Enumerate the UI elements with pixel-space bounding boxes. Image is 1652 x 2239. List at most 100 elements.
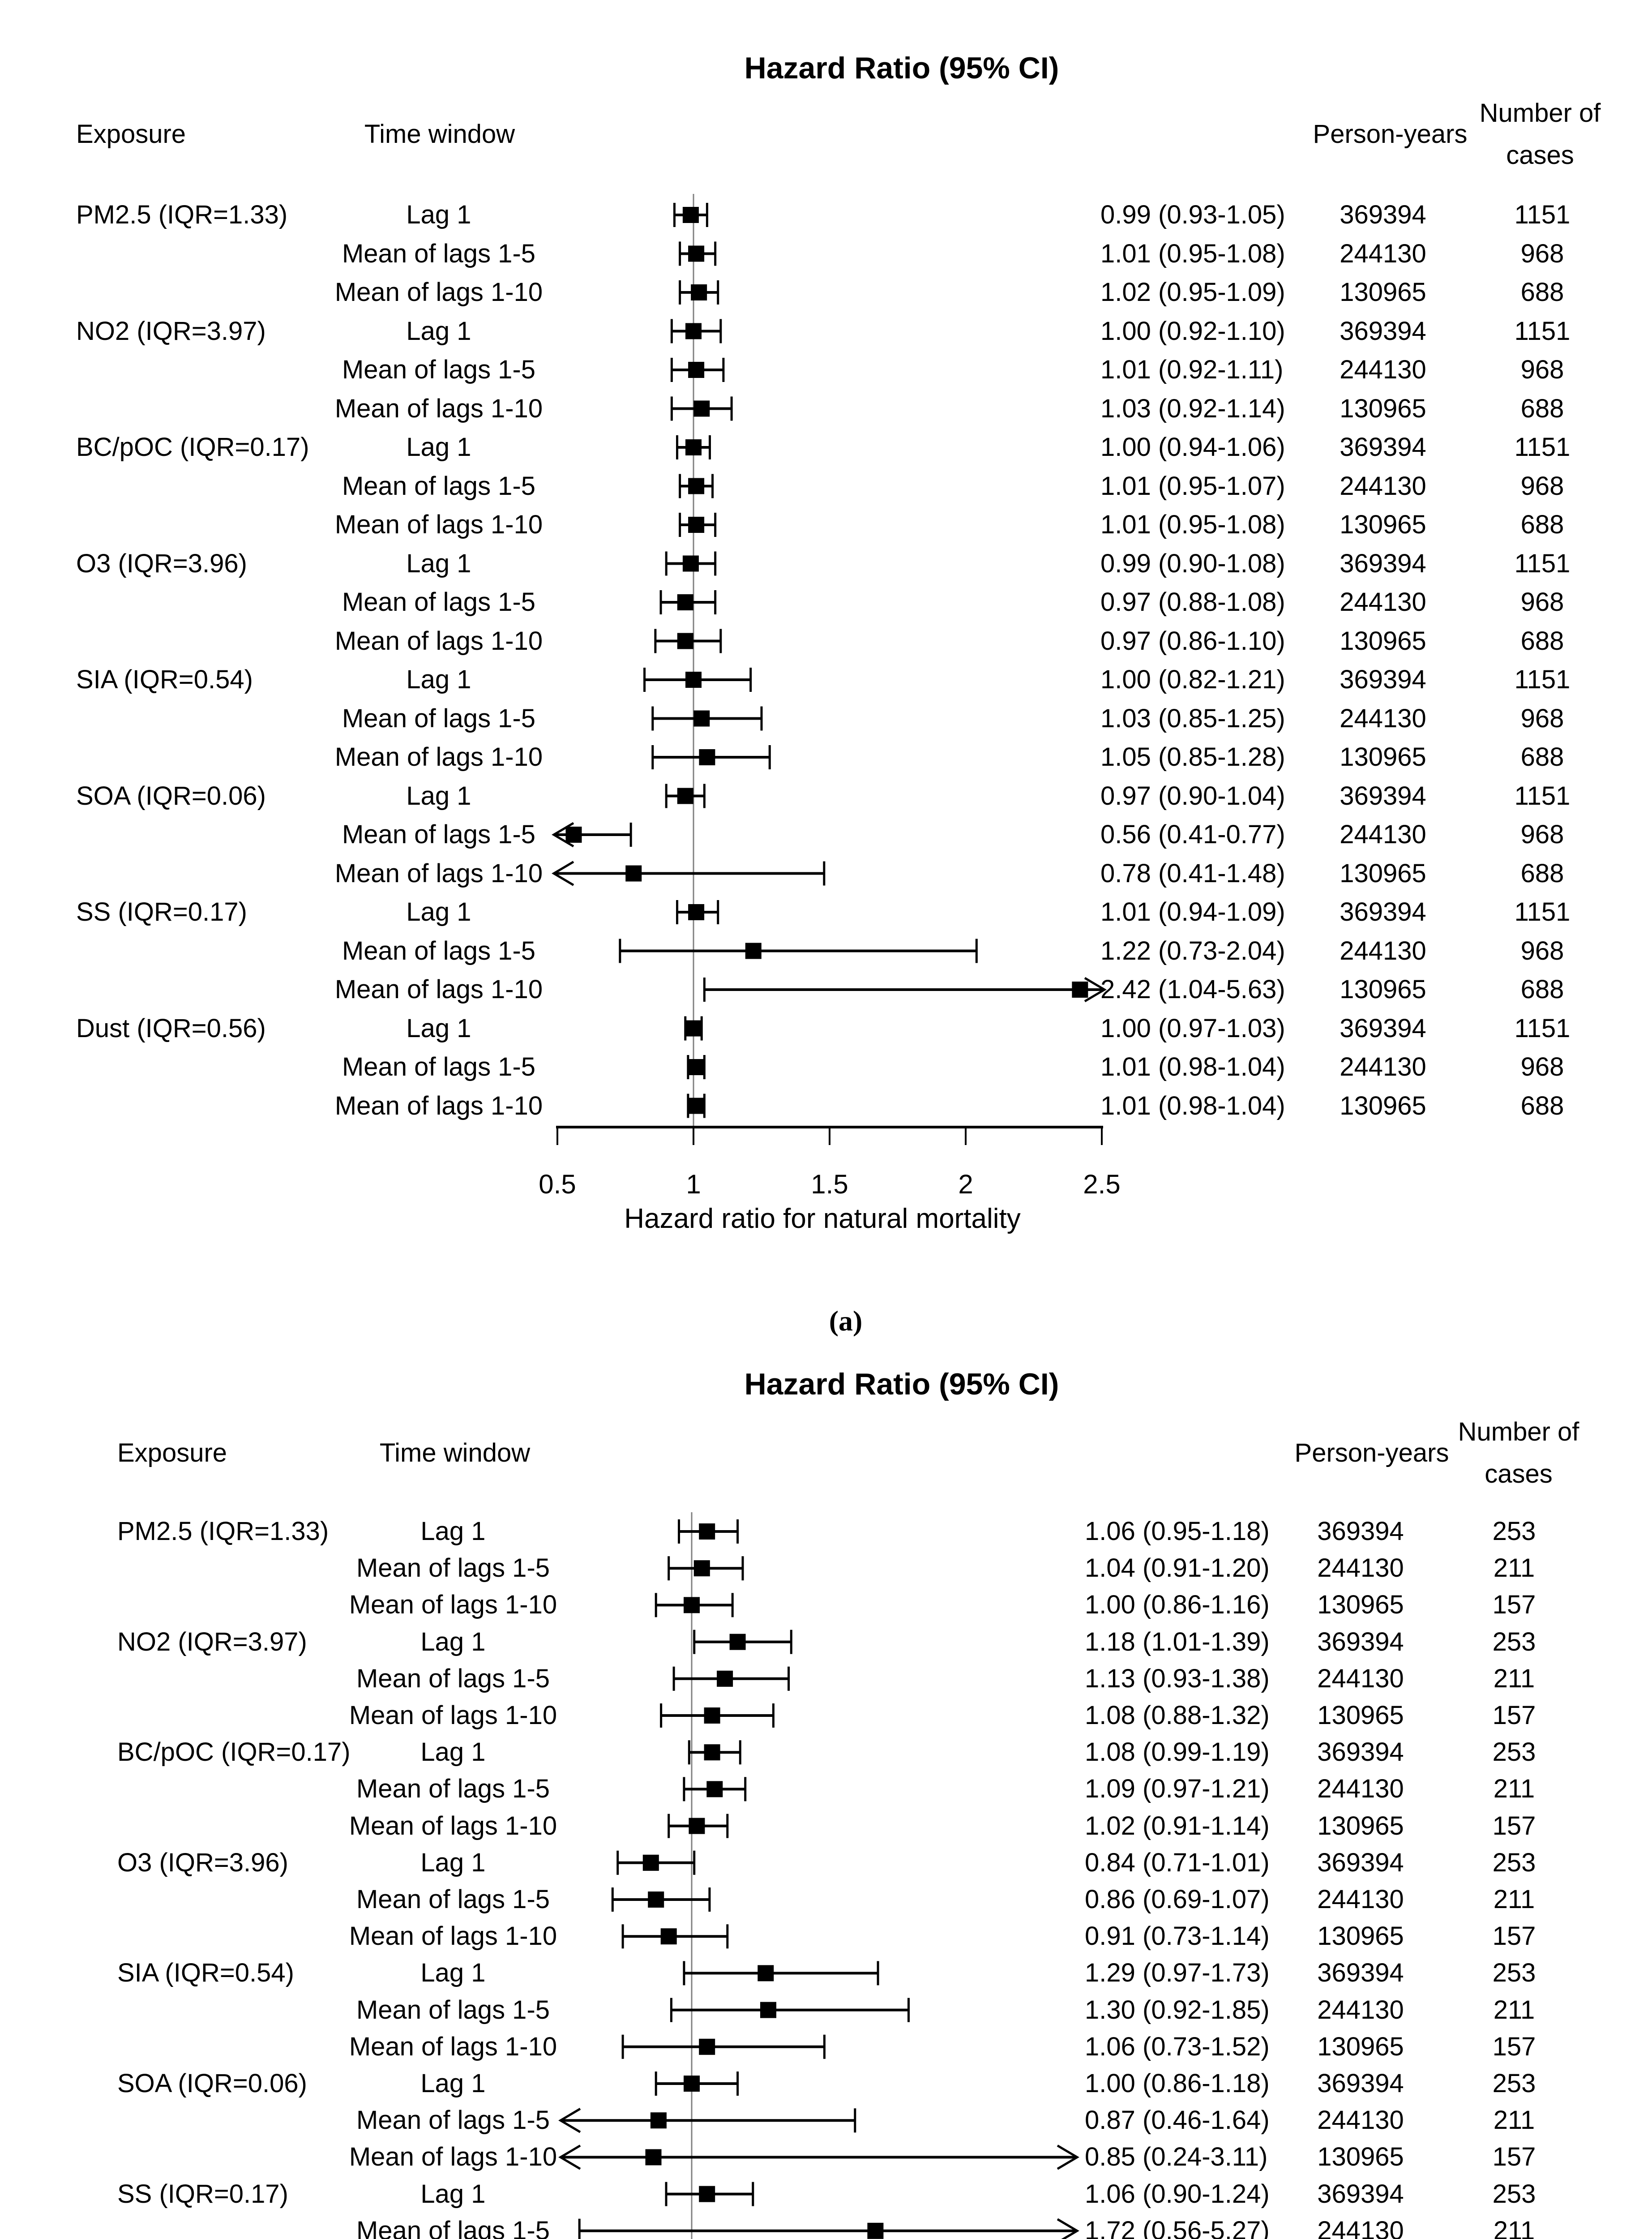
point-estimate-square bbox=[760, 2002, 776, 2018]
time-window-label: Mean of lags 1-5 bbox=[342, 820, 536, 849]
estimate-label: 1.00 (0.82-1.21) bbox=[1100, 665, 1285, 694]
estimate-label: 1.06 (0.73-1.52) bbox=[1085, 2032, 1270, 2061]
panel-a-title: Hazard Ratio (95% CI) bbox=[744, 51, 1059, 85]
person-years-value: 369394 bbox=[1340, 200, 1426, 229]
cases-value: 211 bbox=[1493, 1553, 1535, 1583]
clip-arrow-icon bbox=[552, 861, 574, 886]
exposure-label: SIA (IQR=0.54) bbox=[117, 1958, 294, 1988]
cases-value: 968 bbox=[1520, 703, 1564, 733]
cases-value: 968 bbox=[1520, 1052, 1564, 1081]
cases-value: 157 bbox=[1492, 2032, 1536, 2061]
estimate-label: 1.00 (0.92-1.10) bbox=[1100, 316, 1285, 346]
estimate-label: 0.85 (0.24-3.11) bbox=[1085, 2142, 1268, 2172]
cases-value: 1151 bbox=[1514, 1013, 1571, 1043]
exposure-label: PM2.5 (IQR=1.33) bbox=[76, 200, 288, 229]
person-years-value: 130965 bbox=[1340, 858, 1426, 888]
time-window-label: Lag 1 bbox=[420, 1627, 486, 1656]
person-years-value: 130965 bbox=[1317, 1701, 1404, 1730]
axis-tick-label: 2 bbox=[958, 1169, 973, 1199]
time-window-label: Mean of lags 1-5 bbox=[342, 588, 536, 617]
person-years-value: 130965 bbox=[1317, 2142, 1404, 2172]
axis-tick-label: 0.5 bbox=[539, 1169, 576, 1199]
estimate-label: 2.42 (1.04-5.63) bbox=[1100, 975, 1285, 1004]
estimate-label: 1.30 (0.92-1.85) bbox=[1085, 1995, 1270, 2025]
estimate-label: 1.01 (0.95-1.07) bbox=[1100, 471, 1285, 501]
cases-value: 1151 bbox=[1514, 781, 1571, 811]
panel-a-header-person-years: Person-years bbox=[1313, 120, 1468, 149]
estimate-label: 1.01 (0.94-1.09) bbox=[1100, 897, 1285, 926]
cases-value: 157 bbox=[1492, 1922, 1536, 1951]
point-estimate-square bbox=[684, 1597, 700, 1613]
point-estimate-square bbox=[699, 2186, 715, 2202]
cases-value: 688 bbox=[1520, 742, 1564, 772]
cases-value: 688 bbox=[1520, 278, 1564, 307]
point-estimate-square bbox=[693, 400, 710, 417]
estimate-label: 1.22 (0.73-2.04) bbox=[1100, 936, 1285, 965]
cases-value: 211 bbox=[1493, 2106, 1535, 2135]
cases-value: 688 bbox=[1520, 1091, 1564, 1120]
person-years-value: 244130 bbox=[1340, 588, 1426, 617]
time-window-label: Mean of lags 1-10 bbox=[349, 1811, 557, 1840]
point-estimate-square bbox=[1072, 982, 1088, 998]
estimate-label: 1.06 (0.95-1.18) bbox=[1085, 1517, 1270, 1546]
point-estimate-square bbox=[717, 1670, 733, 1687]
person-years-value: 130965 bbox=[1340, 1091, 1426, 1120]
time-window-label: Mean of lags 1-5 bbox=[356, 1553, 550, 1583]
person-years-value: 130965 bbox=[1340, 975, 1426, 1004]
estimate-label: 1.08 (0.99-1.19) bbox=[1085, 1737, 1270, 1767]
person-years-value: 369394 bbox=[1317, 2179, 1404, 2209]
axis-tick-label: 2.5 bbox=[1083, 1169, 1121, 1199]
estimate-label: 1.02 (0.91-1.14) bbox=[1085, 1811, 1270, 1840]
point-estimate-square bbox=[693, 710, 710, 727]
time-window-label: Lag 1 bbox=[406, 316, 471, 346]
estimate-label: 1.01 (0.95-1.08) bbox=[1100, 239, 1285, 268]
exposure-label: NO2 (IQR=3.97) bbox=[117, 1627, 307, 1656]
person-years-value: 369394 bbox=[1317, 1627, 1404, 1656]
estimate-label: 0.78 (0.41-1.48) bbox=[1100, 858, 1285, 888]
cases-value: 1151 bbox=[1514, 316, 1571, 346]
panel-a-header-exposure: Exposure bbox=[76, 120, 186, 149]
estimate-label: 0.99 (0.93-1.05) bbox=[1100, 200, 1285, 229]
person-years-value: 130965 bbox=[1340, 742, 1426, 772]
exposure-label: Dust (IQR=0.56) bbox=[76, 1013, 266, 1043]
exposure-label: O3 (IQR=3.96) bbox=[117, 1848, 288, 1877]
estimate-label: 1.05 (0.85-1.28) bbox=[1100, 742, 1285, 772]
exposure-label: SOA (IQR=0.06) bbox=[76, 781, 266, 811]
cases-value: 968 bbox=[1520, 936, 1564, 965]
person-years-value: 130965 bbox=[1317, 2032, 1404, 2061]
point-estimate-square bbox=[688, 1098, 705, 1114]
clip-arrow-icon bbox=[1084, 977, 1107, 1003]
time-window-label: Mean of lags 1-10 bbox=[334, 1091, 543, 1120]
exposure-label: O3 (IQR=3.96) bbox=[76, 549, 247, 578]
point-estimate-square bbox=[642, 1854, 659, 1871]
estimate-label: 1.02 (0.95-1.09) bbox=[1100, 278, 1285, 307]
point-estimate-square bbox=[745, 943, 762, 959]
point-estimate-square bbox=[685, 672, 702, 688]
person-years-value: 369394 bbox=[1317, 1848, 1404, 1877]
time-window-label: Mean of lags 1-5 bbox=[356, 1664, 550, 1693]
time-window-label: Mean of lags 1-5 bbox=[342, 239, 536, 268]
point-estimate-square bbox=[688, 1059, 705, 1075]
cases-value: 253 bbox=[1492, 2179, 1536, 2209]
estimate-label: 1.00 (0.94-1.06) bbox=[1100, 433, 1285, 462]
person-years-value: 130965 bbox=[1340, 510, 1426, 539]
cases-value: 1151 bbox=[1514, 433, 1571, 462]
point-estimate-square bbox=[660, 1928, 677, 1945]
estimate-label: 1.00 (0.97-1.03) bbox=[1100, 1013, 1285, 1043]
time-window-label: Mean of lags 1-5 bbox=[356, 1885, 550, 1914]
exposure-label: SIA (IQR=0.54) bbox=[76, 665, 253, 694]
person-years-value: 369394 bbox=[1317, 1958, 1404, 1988]
cases-value: 968 bbox=[1520, 588, 1564, 617]
point-estimate-square bbox=[685, 439, 702, 455]
cases-value: 253 bbox=[1492, 1848, 1536, 1877]
estimate-label: 0.91 (0.73-1.14) bbox=[1085, 1922, 1270, 1951]
point-estimate-square bbox=[565, 827, 582, 843]
point-estimate-square bbox=[688, 904, 705, 920]
time-window-label: Mean of lags 1-5 bbox=[342, 703, 536, 733]
time-window-label: Lag 1 bbox=[406, 433, 471, 462]
point-estimate-square bbox=[699, 1523, 715, 1540]
time-window-label: Mean of lags 1-10 bbox=[349, 1922, 557, 1951]
cases-value: 253 bbox=[1492, 1627, 1536, 1656]
point-estimate-square bbox=[625, 865, 642, 882]
